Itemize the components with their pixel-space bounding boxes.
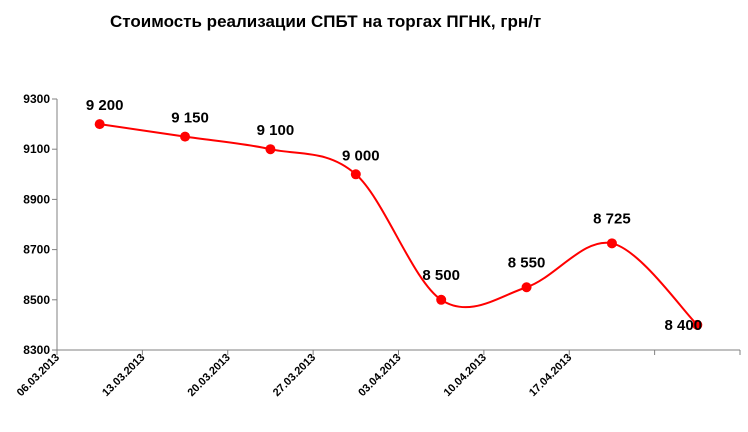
data-point <box>521 282 532 293</box>
y-axis-ticks: 8300 8500 8700 8900 9100 9300 <box>23 92 57 357</box>
data-label: 9 150 <box>171 110 209 127</box>
chart-title: Стоимость реализации СПБТ на торгах ПГНК… <box>110 12 541 31</box>
y-tick-label: 9300 <box>23 92 50 106</box>
y-tick-label: 8500 <box>23 293 50 307</box>
x-tick-label: 13.03.2013 <box>100 352 147 399</box>
x-axis-ticks: 06.03.2013 13.03.2013 20.03.2013 27.03.2013… <box>15 350 741 399</box>
data-point <box>180 131 191 142</box>
y-tick-label: 9100 <box>23 142 50 156</box>
data-label: 9 100 <box>257 122 295 139</box>
data-labels: 9 200 9 150 9 100 9 000 8 500 8 550 8 725 8 400 <box>86 97 702 334</box>
data-points <box>94 119 703 330</box>
y-tick-label: 8700 <box>23 243 50 257</box>
data-point <box>436 294 447 305</box>
y-tick-label: 8300 <box>23 343 50 357</box>
data-label: 8 400 <box>665 317 703 334</box>
y-tick-label: 8900 <box>23 192 50 206</box>
x-tick-label: 10.04.2013 <box>442 352 489 399</box>
x-tick-label: 03.04.2013 <box>356 352 403 399</box>
data-label: 8 550 <box>508 254 546 271</box>
data-label: 8 725 <box>593 210 631 227</box>
data-point <box>606 238 617 249</box>
x-tick-label: 20.03.2013 <box>185 352 232 399</box>
data-label: 8 500 <box>422 267 460 284</box>
data-label: 9 000 <box>342 147 380 164</box>
x-tick-label: 27.03.2013 <box>271 352 318 399</box>
data-label: 9 200 <box>86 97 124 114</box>
data-point <box>94 119 105 130</box>
x-tick-label: 06.03.2013 <box>15 352 62 399</box>
data-point <box>265 144 276 155</box>
data-point <box>350 169 361 180</box>
x-tick-label: 17.04.2013 <box>527 352 574 399</box>
data-point <box>692 319 703 330</box>
